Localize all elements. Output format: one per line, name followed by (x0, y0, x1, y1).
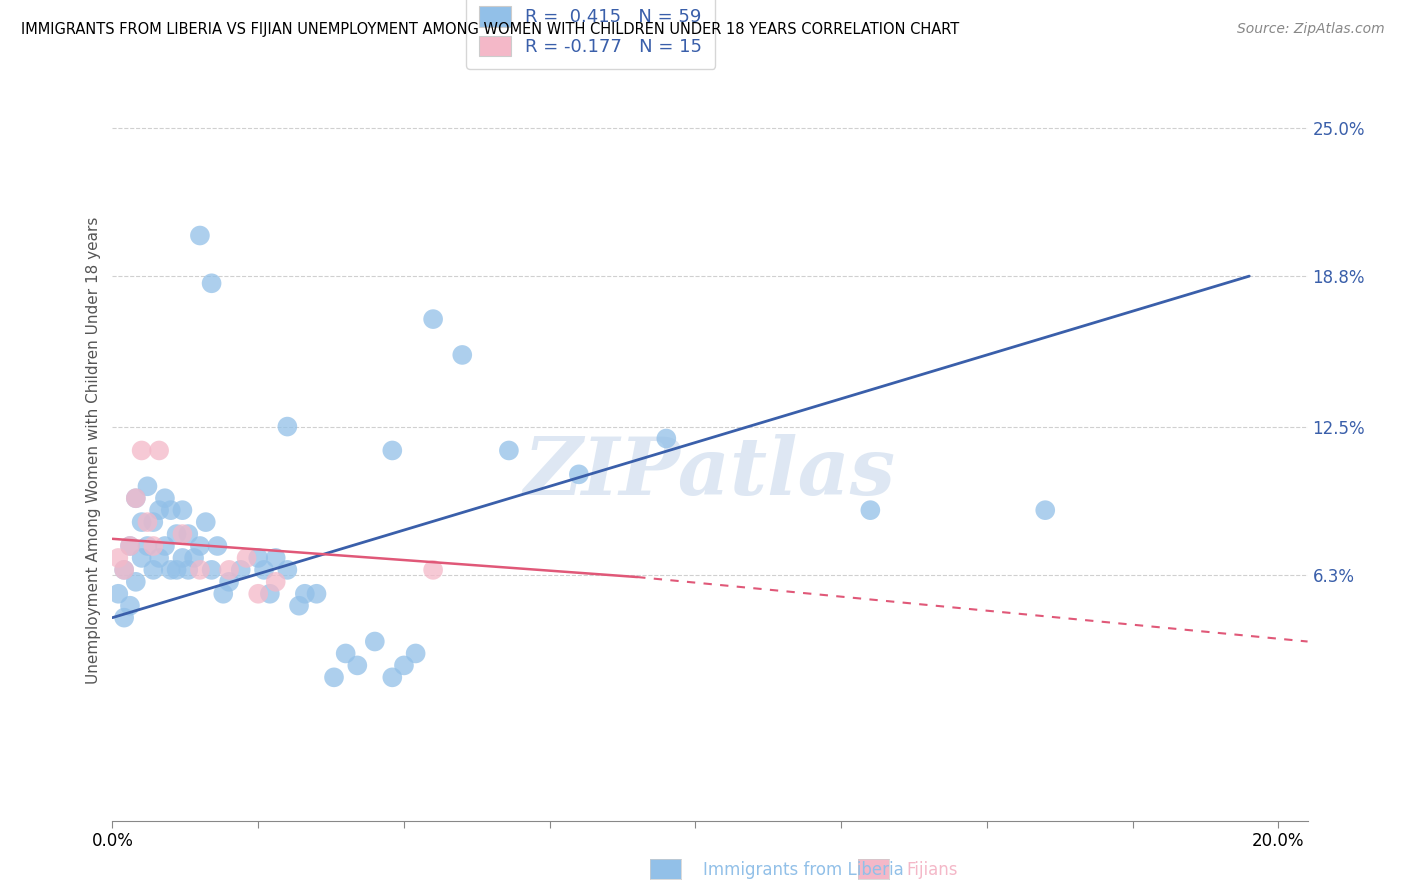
Point (218, 563, 240, 577)
Point (405, 647, 427, 661)
Point (212, 587, 235, 601)
Text: ZIPatlas: ZIPatlas (524, 434, 896, 511)
Legend: R =  0.415   N = 59, R = -0.177   N = 15: R = 0.415 N = 59, R = -0.177 N = 15 (465, 0, 716, 69)
Point (153, 539, 176, 553)
Point (381, 443, 404, 458)
Point (218, 574, 240, 589)
Point (422, 312, 444, 326)
Point (166, 563, 188, 577)
Point (207, 539, 229, 553)
Point (381, 670, 404, 684)
Point (188, 228, 211, 243)
Point (112, 563, 135, 577)
Point (392, 658, 415, 673)
Point (172, 550, 194, 565)
Point (118, 599, 141, 613)
Point (294, 587, 316, 601)
Point (422, 563, 444, 577)
Point (112, 610, 135, 624)
Point (107, 550, 129, 565)
Point (183, 550, 205, 565)
Point (136, 479, 159, 493)
Point (148, 503, 170, 517)
Point (148, 443, 170, 458)
Point (194, 515, 217, 529)
Point (107, 587, 129, 601)
Point (188, 563, 211, 577)
Point (153, 491, 176, 506)
Point (859, 503, 882, 517)
Point (142, 539, 165, 553)
Point (276, 563, 298, 577)
Point (166, 527, 188, 541)
Point (177, 563, 200, 577)
Point (118, 539, 141, 553)
Point (172, 503, 194, 517)
Point (136, 515, 159, 529)
Point (364, 634, 387, 648)
Point (655, 432, 678, 446)
Point (148, 550, 170, 565)
Point (159, 503, 181, 517)
Point (118, 539, 141, 553)
Point (188, 539, 211, 553)
Point (131, 515, 153, 529)
Point (259, 587, 281, 601)
Point (200, 563, 222, 577)
Point (264, 550, 287, 565)
Point (1033, 503, 1056, 517)
Point (131, 550, 153, 565)
Point (177, 527, 200, 541)
Point (253, 563, 276, 577)
Point (568, 467, 591, 482)
Point (112, 563, 135, 577)
Point (125, 491, 148, 506)
Text: IMMIGRANTS FROM LIBERIA VS FIJIAN UNEMPLOYMENT AMONG WOMEN WITH CHILDREN UNDER 1: IMMIGRANTS FROM LIBERIA VS FIJIAN UNEMPL… (21, 22, 959, 37)
Point (247, 550, 270, 565)
Point (335, 647, 357, 661)
Point (172, 527, 194, 541)
Point (288, 599, 311, 613)
Point (323, 670, 346, 684)
Point (305, 587, 328, 601)
Point (136, 539, 159, 553)
Point (125, 491, 148, 506)
Point (235, 550, 257, 565)
Point (264, 574, 287, 589)
Point (247, 587, 270, 601)
Point (498, 443, 520, 458)
Text: Immigrants from Liberia: Immigrants from Liberia (703, 861, 904, 879)
Point (229, 563, 252, 577)
Y-axis label: Unemployment Among Women with Children Under 18 years: Unemployment Among Women with Children U… (86, 217, 101, 684)
Point (276, 419, 298, 434)
Point (142, 563, 165, 577)
Point (200, 277, 222, 291)
Point (125, 574, 148, 589)
Text: Source: ZipAtlas.com: Source: ZipAtlas.com (1237, 22, 1385, 37)
Text: Fijians: Fijians (907, 861, 959, 879)
Point (131, 443, 153, 458)
Point (346, 658, 368, 673)
Point (159, 563, 181, 577)
Point (451, 348, 474, 362)
Point (142, 515, 165, 529)
